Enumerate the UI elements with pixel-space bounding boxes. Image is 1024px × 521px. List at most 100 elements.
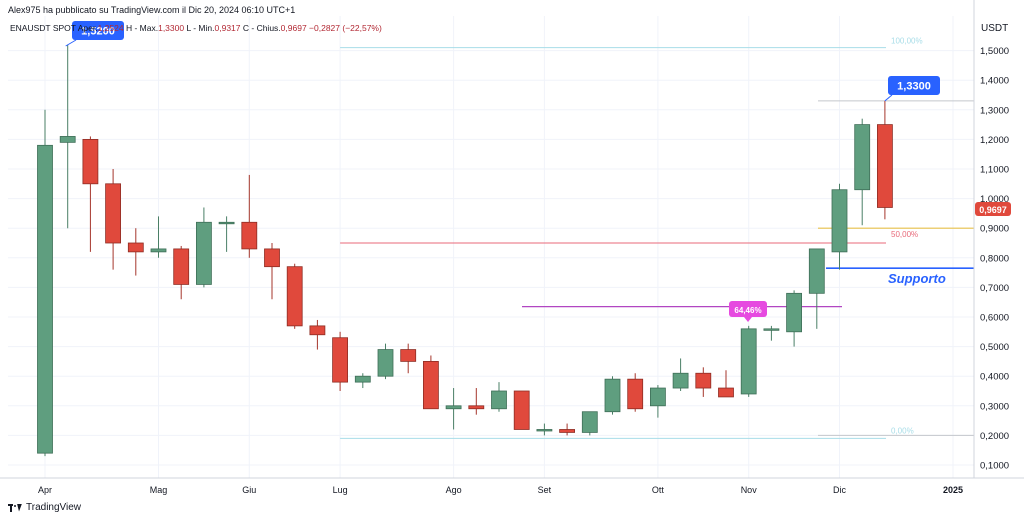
y-tick-label: 1,2000 [980,135,1009,146]
candle-body [218,221,235,225]
candle [559,423,575,436]
candle [627,373,644,412]
candle [354,373,371,389]
tradingview-logo-icon [8,503,22,512]
footer: TradingView [8,502,81,513]
fib-label-0: 0,00% [891,426,914,435]
candle-body [763,328,780,331]
ohlc-legend: ENAUSDT SPOT Aper.1,2524 H - Max.1,3300 … [10,23,382,33]
candle [127,228,144,276]
fib-label-100: 100,00% [891,37,923,46]
fib-label-50: 50,00% [891,230,918,239]
candle-body [354,375,371,383]
candle-body [309,325,326,336]
y-tick-label: 0,7000 [980,283,1009,294]
candle [536,423,553,436]
y-tick-label: 0,8000 [980,253,1009,264]
candle [695,367,712,397]
x-tick-label: Lug [333,485,348,495]
candle [831,183,848,270]
candle-body [695,372,712,389]
candle [581,411,598,436]
candle [808,248,825,329]
candle [59,44,76,229]
ath-callout-text: 1,5200 [81,26,115,38]
candle-body [173,248,190,285]
candle [468,388,485,415]
close-value: 0,9697 [280,23,307,33]
candle-body [491,390,507,410]
x-tick-label: Apr [38,485,52,495]
support-label: Supporto [888,271,946,286]
candle [377,343,394,380]
candle [264,243,280,300]
candle [195,207,212,288]
candle-body [650,387,666,407]
candle-body [127,242,144,253]
candle [740,325,757,397]
x-tick-label: Set [538,485,552,495]
low-label: L - Min. [186,23,215,33]
last-price-badge-text: 0,9697 [979,205,1007,215]
candle-body [718,387,734,398]
x-tick-label: 2025 [943,485,963,495]
candle-body [445,405,462,410]
candle [332,331,349,391]
candle [604,376,621,415]
candle [400,343,417,374]
y-tick-label: 0,6000 [980,313,1009,324]
candle [105,169,121,270]
purple-callout-pointer [744,317,752,322]
y-tick-label: 1,1000 [980,165,1009,176]
purple-callout-box [729,301,767,317]
candle-body [377,349,394,377]
candle-body [672,372,689,389]
y-tick-label: 1,3000 [980,105,1009,116]
x-tick-label: Ago [446,485,462,495]
candle [854,118,871,226]
candle-body [854,124,871,191]
high-callout-box [888,76,940,95]
candle [173,245,190,300]
candle [672,358,689,391]
high-label: H - Max. [125,23,159,33]
axes: USDT 1,5000 1,4000 1,3000 1,2000 1,1000 1,0000… [0,0,1024,495]
brand-name[interactable]: TradingView [26,502,82,513]
candle-body [286,266,303,327]
candle [286,263,303,329]
publisher-info: Alex975 ha pubblicato su TradingView.com… [8,5,296,15]
open-value: 1,2524 [97,23,124,33]
candle [218,216,235,252]
x-tick-label: Nov [741,485,758,495]
candle-body [241,221,258,250]
close-label: C - Chius. [242,23,281,33]
candle-body [786,292,802,333]
candle-body [150,248,167,253]
candle [422,355,439,410]
candle-body [627,378,644,410]
candle [786,290,802,347]
candle-body [468,405,485,410]
candle [37,109,53,457]
y-tick-label: 0,9000 [980,224,1009,235]
x-tick-label: Mag [150,485,168,495]
candle [877,100,893,220]
y-tick-label: 0,4000 [980,372,1009,383]
y-tick-label: 1,5000 [980,46,1009,57]
purple-callout-text: 64,46% [734,306,761,315]
candle-body [513,390,530,430]
high-value: 1,3300 [158,23,185,33]
currency-label: USDT [981,23,1008,34]
candle-body [105,183,121,244]
candle-body [740,328,757,395]
purple-callout: 64,46% [729,301,767,317]
x-tick-label: Ott [652,485,665,495]
candle-body [59,136,76,143]
last-price-badge-box [975,202,1011,216]
y-tick-label: 0,5000 [980,342,1009,353]
candle [241,174,258,258]
candle [763,325,780,341]
symbol-name[interactable]: ENAUSDT SPOT [10,23,76,33]
candle-body [422,360,439,410]
high-callout-pointer [884,94,893,102]
